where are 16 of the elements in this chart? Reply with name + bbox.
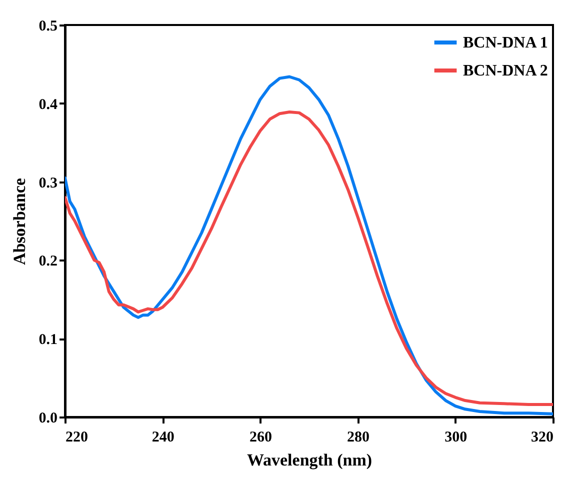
x-tick-label: 260 xyxy=(249,430,272,446)
y-tick-label: 0.0 xyxy=(38,410,58,426)
x-axis-title: Wavelength (nm) xyxy=(246,450,372,470)
legend-label: BCN-DNA 1 xyxy=(463,34,548,52)
legend-label: BCN-DNA 2 xyxy=(463,62,548,80)
y-tick-label: 0.5 xyxy=(38,18,58,34)
y-tick-label: 0.1 xyxy=(38,332,58,348)
x-tick-label: 300 xyxy=(444,430,468,446)
x-tick-label: 280 xyxy=(347,430,370,446)
x-tick-label: 320 xyxy=(531,430,554,446)
x-tick-label: 240 xyxy=(152,430,174,446)
y-axis-title: Absorbance xyxy=(10,178,29,265)
y-tick-label: 0.2 xyxy=(38,254,58,270)
y-tick-label: 0.4 xyxy=(38,96,58,113)
x-tick-label: 220 xyxy=(66,430,88,446)
y-tick-label: 0.3 xyxy=(38,175,58,192)
